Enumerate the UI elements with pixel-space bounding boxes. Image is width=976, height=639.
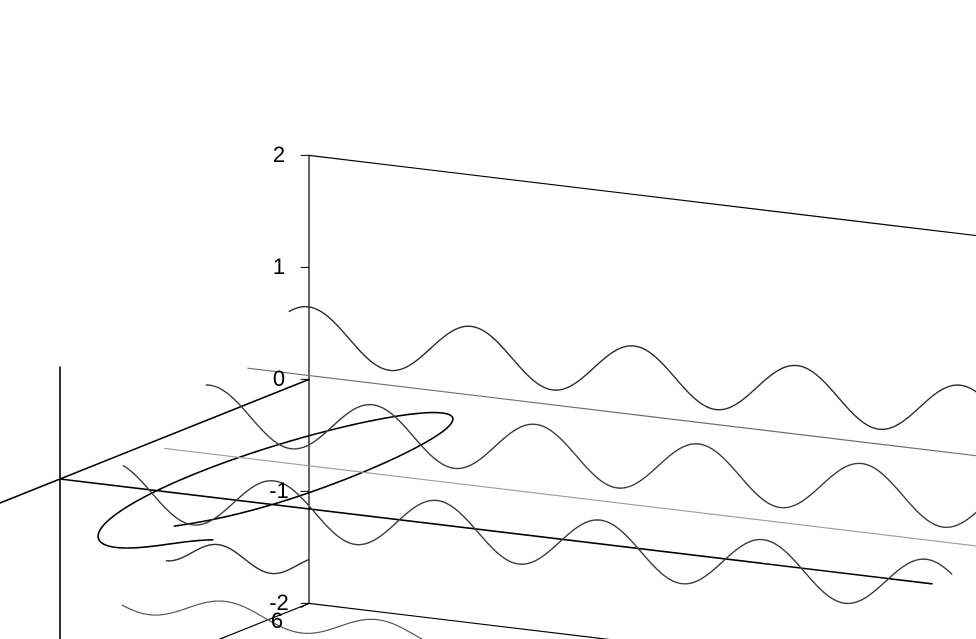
z-tick-label-2: 2 (273, 142, 285, 168)
series-5 (123, 466, 951, 604)
series-2 (248, 368, 976, 468)
series-1 (289, 307, 976, 449)
series-7 (166, 544, 308, 573)
series-3 (206, 385, 976, 527)
z-tick-label--1: -1 (269, 478, 289, 504)
axis-box-edge-3 (309, 603, 976, 639)
y-tick-6 (301, 603, 309, 607)
3d-line-plot: 02468-20246-2-1012 (0, 0, 976, 639)
axis-box-edge-1 (0, 603, 309, 639)
plot-canvas (0, 0, 976, 639)
z-tick-label--2: -2 (269, 590, 289, 616)
axis-box-edge-5 (309, 155, 976, 260)
z-tick-label-1: 1 (273, 254, 285, 280)
z-tick-label-0: 0 (273, 366, 285, 392)
